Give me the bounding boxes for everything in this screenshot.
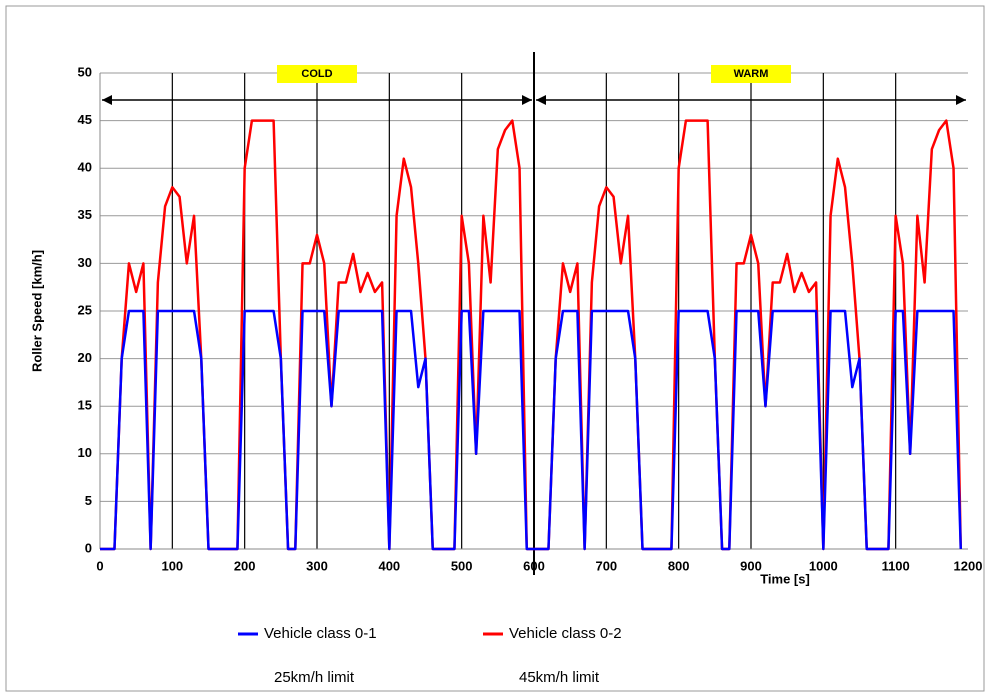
y-tick-label: 30 bbox=[78, 255, 92, 270]
phase-box bbox=[711, 65, 791, 83]
y-tick-label: 25 bbox=[78, 302, 92, 317]
phase-box bbox=[277, 65, 357, 83]
x-tick-label: 800 bbox=[668, 558, 690, 573]
y-axis-label: Roller Speed [km/h] bbox=[29, 250, 44, 372]
x-axis-label: Time [s] bbox=[760, 571, 810, 586]
y-tick-label: 45 bbox=[78, 112, 92, 127]
legend-note: 45km/h limit bbox=[519, 669, 600, 686]
x-tick-label: 1100 bbox=[882, 558, 910, 573]
phase-label: COLD bbox=[301, 68, 332, 80]
y-tick-label: 35 bbox=[78, 207, 92, 222]
legend-label: Vehicle class 0-2 bbox=[509, 625, 622, 642]
series-line bbox=[100, 309, 963, 551]
x-tick-label: 300 bbox=[306, 558, 328, 573]
x-tick-label: 0 bbox=[96, 558, 103, 573]
legend-label: Vehicle class 0-1 bbox=[264, 625, 377, 642]
y-tick-label: 50 bbox=[78, 64, 92, 79]
legend-note: 25km/h limit bbox=[274, 669, 355, 686]
x-tick-label: 100 bbox=[161, 558, 183, 573]
chart-frame bbox=[5, 5, 985, 692]
x-tick-label: 400 bbox=[378, 558, 400, 573]
y-tick-label: 0 bbox=[85, 540, 92, 555]
y-tick-label: 20 bbox=[78, 350, 92, 365]
x-tick-label: 500 bbox=[451, 558, 473, 573]
y-tick-label: 5 bbox=[85, 493, 92, 508]
y-tick-label: 40 bbox=[78, 160, 92, 175]
x-tick-label: 700 bbox=[595, 558, 617, 573]
x-tick-label: 1000 bbox=[809, 558, 838, 573]
phase-label: WARM bbox=[734, 68, 769, 80]
y-tick-label: 10 bbox=[78, 445, 92, 460]
x-tick-label: 1200 bbox=[954, 558, 983, 573]
x-tick-label: 200 bbox=[234, 558, 256, 573]
x-tick-label: 900 bbox=[740, 558, 762, 573]
y-tick-label: 15 bbox=[78, 398, 92, 413]
